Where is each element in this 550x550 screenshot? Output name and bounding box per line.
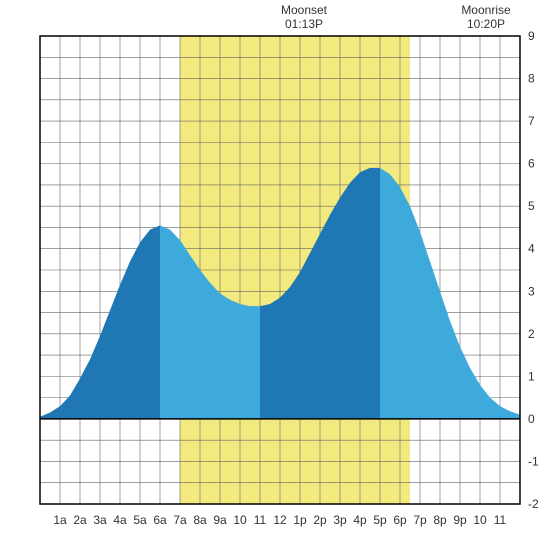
x-tick-label: 12 xyxy=(273,513,287,527)
y-tick-label: 5 xyxy=(528,199,535,213)
x-tick-label: 9a xyxy=(213,513,227,527)
y-tick-label: 9 xyxy=(528,29,535,43)
x-tick-label: 7p xyxy=(413,513,427,527)
moonrise-label: Moonrise xyxy=(461,3,511,17)
y-tick-label: 1 xyxy=(528,369,535,383)
x-tick-label: 4p xyxy=(353,513,367,527)
x-tick-label: 9p xyxy=(453,513,467,527)
x-tick-label: 10 xyxy=(233,513,247,527)
y-tick-label: 6 xyxy=(528,157,535,171)
y-tick-label: -2 xyxy=(528,497,539,511)
x-tick-label: 6a xyxy=(153,513,167,527)
x-tick-label: 11 xyxy=(254,513,267,527)
y-tick-label: 8 xyxy=(528,72,535,86)
y-tick-label: 0 xyxy=(528,412,535,426)
moonset-label: Moonset xyxy=(281,3,328,17)
chart-svg: 1a2a3a4a5a6a7a8a9a1011121p2p3p4p5p6p7p8p… xyxy=(0,0,550,550)
tide-chart: 1a2a3a4a5a6a7a8a9a1011121p2p3p4p5p6p7p8p… xyxy=(0,0,550,550)
x-tick-label: 4a xyxy=(113,513,127,527)
y-tick-label: 2 xyxy=(528,327,535,341)
y-tick-label: 4 xyxy=(528,242,535,256)
x-tick-label: 2p xyxy=(313,513,327,527)
x-tick-label: 5p xyxy=(373,513,387,527)
y-tick-label: 7 xyxy=(528,114,535,128)
x-tick-label: 1p xyxy=(293,513,307,527)
moonset-time: 01:13P xyxy=(285,17,323,31)
x-tick-label: 8a xyxy=(193,513,207,527)
x-tick-label: 6p xyxy=(393,513,407,527)
x-tick-label: 2a xyxy=(73,513,87,527)
x-tick-label: 3a xyxy=(93,513,107,527)
x-tick-label: 8p xyxy=(433,513,447,527)
x-tick-label: 5a xyxy=(133,513,147,527)
y-tick-label: 3 xyxy=(528,284,535,298)
x-tick-label: 1a xyxy=(53,513,67,527)
x-tick-label: 3p xyxy=(333,513,347,527)
x-tick-label: 10 xyxy=(473,513,487,527)
x-tick-label: 11 xyxy=(494,513,507,527)
moonrise-time: 10:20P xyxy=(467,17,505,31)
x-tick-label: 7a xyxy=(173,513,187,527)
y-tick-label: -1 xyxy=(528,454,539,468)
